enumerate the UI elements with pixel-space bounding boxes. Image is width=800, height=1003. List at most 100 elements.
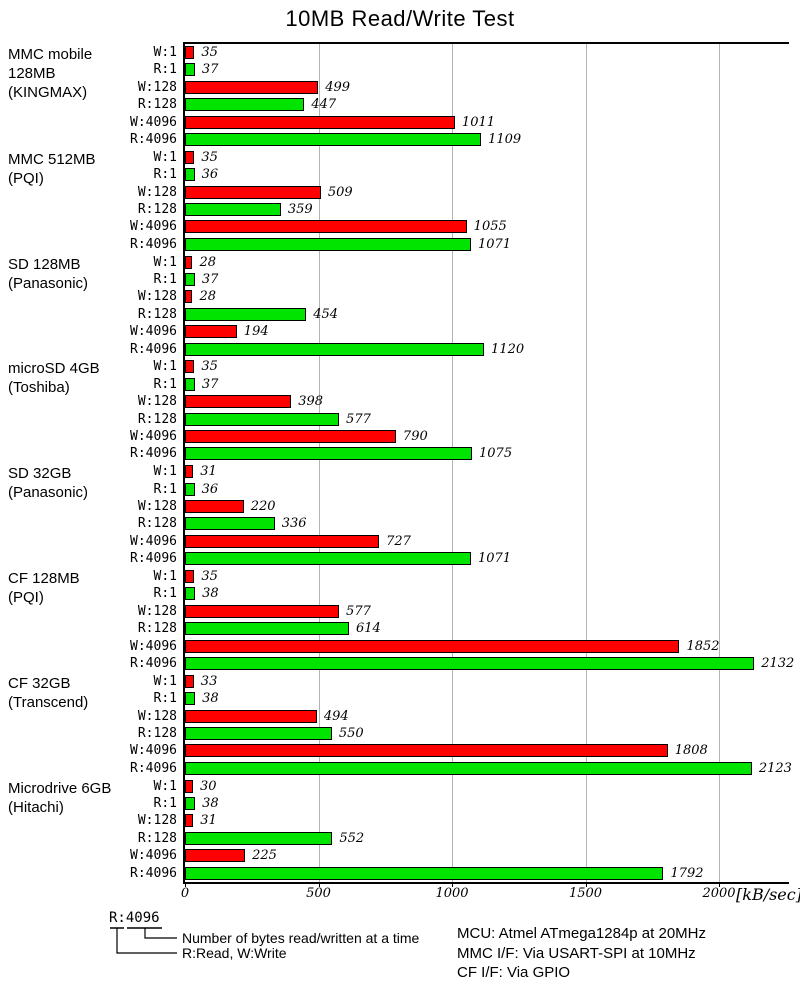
bar-tick-label: W:4096 [130, 533, 177, 549]
write-bar [185, 115, 455, 129]
x-axis-tick-label: 2000 [702, 886, 736, 901]
chart-title: 10MB Read/Write Test [285, 6, 515, 31]
bar-value-label: 36 [201, 167, 219, 183]
gridline-1500 [585, 44, 587, 882]
write-bar [185, 534, 380, 548]
read-bar [185, 797, 196, 810]
card-label-line: (PQI) [8, 589, 44, 606]
write-bar [185, 430, 396, 443]
bar-tick-label: R:4096 [130, 341, 177, 357]
card-label: MMC 512MB (PQI) [8, 150, 178, 188]
bar-value-label: 1808 [674, 743, 708, 759]
bar-value-label: 30 [200, 778, 217, 794]
axis-tick-500 [318, 882, 320, 887]
bar-tick-label: R:128 [137, 621, 177, 637]
bar-value-label: 28 [199, 254, 217, 270]
card-label-line: CF 128MB [8, 570, 80, 587]
bar-tick-label: W:128 [137, 499, 177, 514]
read-bar [185, 203, 281, 216]
bar-tick-label: R:4096 [130, 865, 177, 881]
bar-value-label: 220 [250, 499, 276, 514]
bar-tick-label: W:4096 [130, 219, 177, 235]
card-label-line: (Panasonic) [8, 274, 89, 292]
read-bar [185, 412, 340, 426]
bar-value-label: 2132 [761, 656, 795, 671]
card-label-line: CF 32GB [8, 674, 71, 692]
card-label-line: (KINGMAX) [8, 84, 88, 101]
read-bar [185, 377, 195, 391]
bar-tick-label: W:128 [137, 708, 177, 724]
bar-tick-label: R:1 [153, 586, 177, 602]
card-label: CF 32GB (Transcend) [8, 674, 178, 712]
write-bar [185, 360, 195, 374]
bar-tick-label: W:1 [153, 149, 177, 165]
write-bar [185, 709, 317, 723]
bar-value-label: 552 [339, 830, 365, 846]
bar-tick-label: W:1 [153, 254, 177, 270]
bar-tick-label: R:4096 [130, 132, 177, 147]
hardware-notes: MCU: Atmel ATmega1284p at 20MHz MMC I/F:… [457, 924, 706, 983]
card-label-line: Microdrive 6GB [8, 779, 112, 797]
bar-value-label: 35 [201, 359, 218, 375]
bar-value-label: 38 [202, 691, 219, 707]
x-axis-labels: 0 500 1000 1500 2000 [181, 886, 791, 902]
bar-tick-label: R:128 [137, 97, 177, 113]
read-bar [185, 273, 195, 286]
x-axis-tick-label: 0 [180, 886, 190, 901]
bar-value-label: 447 [311, 97, 337, 113]
legend-rw-note: R:Read, W:Write [182, 945, 287, 961]
read-bar [185, 98, 305, 112]
write-bar [185, 150, 195, 164]
bar-tick-label: R:1 [153, 481, 177, 497]
read-bar [185, 342, 485, 356]
bar-value-label: 1852 [686, 638, 720, 654]
bar-value-label: 1011 [461, 114, 496, 130]
bar-value-label: 2123 [758, 760, 792, 776]
bar-value-label: 35 [201, 45, 218, 60]
card-label-line: 128MB [8, 65, 56, 82]
bar-tick-label: R:1 [153, 376, 177, 392]
card-label-line: SD 32GB [8, 465, 72, 483]
bar-tick-label: R:128 [137, 830, 177, 846]
axis-tick-0 [185, 882, 186, 887]
write-bar [185, 814, 194, 828]
bar-tick-label: W:4096 [130, 324, 177, 340]
bar-value-label: 225 [252, 848, 277, 864]
bar-tick-label: W:128 [137, 813, 177, 829]
bar-tick-label: W:128 [137, 289, 177, 305]
bar-tick-label: W:1 [153, 569, 177, 584]
write-bar [185, 674, 194, 688]
read-bar [185, 133, 482, 146]
write-bar [185, 290, 193, 304]
bar-value-label: 28 [199, 289, 217, 305]
bar-tick-label: R:4096 [130, 446, 177, 462]
bar-value-label: 727 [386, 533, 411, 549]
bar-value-label: 1071 [477, 551, 512, 567]
write-bar [185, 744, 668, 758]
bar-tick-label: R:128 [137, 516, 177, 532]
bar-value-label: 577 [346, 411, 371, 427]
legend-example-label: R:4096 [109, 910, 160, 926]
write-bar [185, 570, 195, 583]
bar-tick-label: W:4096 [130, 638, 177, 654]
read-bar [185, 692, 196, 706]
bar-value-label: 37 [201, 272, 219, 287]
bar-value-label: 1792 [670, 865, 704, 881]
bar-value-label: 1071 [477, 236, 512, 252]
card-label-line: MMC mobile [8, 46, 93, 63]
bar-tick-label: R:4096 [130, 656, 177, 671]
axis-tick-2000 [719, 882, 720, 887]
bar-value-label: 336 [281, 516, 307, 532]
bar-tick-label: W:4096 [130, 848, 177, 864]
bar-value-label: 35 [201, 569, 218, 584]
write-bar [185, 604, 340, 618]
read-bar [185, 307, 307, 321]
read-bar [185, 657, 755, 670]
write-bar [185, 80, 319, 94]
read-bar [185, 727, 332, 740]
bar-value-label: 1120 [491, 341, 525, 357]
bar-tick-label: W:4096 [130, 114, 177, 130]
bar-tick-label: R:4096 [130, 551, 177, 567]
bar-value-label: 38 [202, 796, 219, 811]
